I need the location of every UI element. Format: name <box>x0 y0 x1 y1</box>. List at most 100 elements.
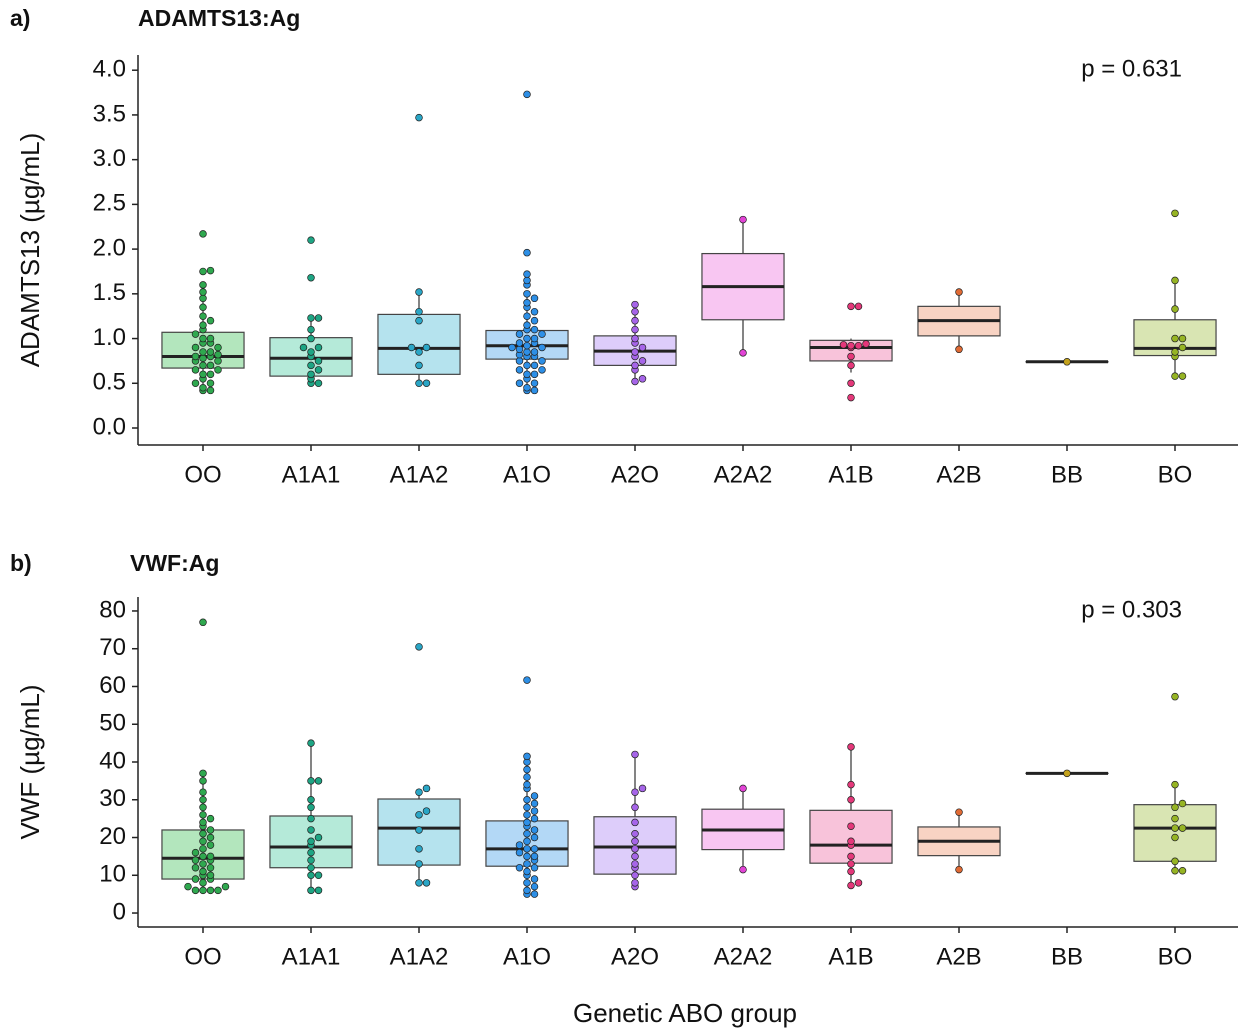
data-point <box>307 777 315 785</box>
data-point <box>515 339 524 347</box>
data-point <box>199 829 207 838</box>
data-point <box>314 871 323 880</box>
x-axis-label: Genetic ABO group <box>573 998 797 1028</box>
data-point <box>307 863 315 872</box>
data-point <box>739 215 747 224</box>
data-point <box>206 361 215 370</box>
data-point <box>1171 334 1179 343</box>
data-point <box>214 366 222 374</box>
data-point <box>307 803 315 812</box>
y-tick-label: 40 <box>99 747 126 774</box>
x-tick-label: OO <box>184 943 221 970</box>
data-point <box>631 860 639 868</box>
data-point <box>523 299 531 307</box>
data-point <box>307 325 315 334</box>
y-tick-label: 80 <box>99 596 126 623</box>
y-tick-label: 60 <box>99 672 126 699</box>
data-point <box>530 875 539 883</box>
data-point <box>422 343 431 352</box>
data-point <box>307 826 315 834</box>
data-point <box>508 343 516 352</box>
data-point <box>214 343 222 352</box>
x-tick-label: A2O <box>611 943 659 970</box>
data-point <box>515 863 524 872</box>
data-point <box>199 818 207 827</box>
data-point <box>739 784 747 793</box>
data-point <box>523 290 531 298</box>
data-point <box>530 325 539 334</box>
data-point <box>199 354 207 362</box>
data-point <box>631 852 639 861</box>
data-point <box>199 230 207 238</box>
data-point <box>523 361 531 370</box>
y-tick-label: 50 <box>99 710 126 737</box>
data-point <box>847 361 855 370</box>
x-tick-label: BB <box>1051 943 1083 970</box>
data-point <box>523 90 531 99</box>
data-point <box>530 814 539 823</box>
data-point <box>314 357 323 365</box>
data-point <box>530 334 539 343</box>
data-point <box>191 379 200 388</box>
data-point <box>847 837 855 846</box>
data-point <box>523 867 531 876</box>
data-point <box>407 343 416 352</box>
data-point <box>206 334 215 343</box>
data-point <box>415 288 423 296</box>
data-point <box>307 814 315 823</box>
data-point <box>199 281 207 289</box>
data-point <box>191 366 200 374</box>
data-point <box>307 856 315 864</box>
data-point <box>184 882 192 891</box>
data-point <box>847 379 855 388</box>
data-point <box>307 837 315 846</box>
x-tick-label: BB <box>1051 461 1083 488</box>
data-point <box>1171 803 1179 812</box>
data-point <box>415 643 423 651</box>
data-point <box>523 752 531 761</box>
data-point <box>415 361 423 370</box>
data-point <box>1178 866 1187 875</box>
data-point <box>530 294 539 303</box>
data-point <box>631 348 639 356</box>
data-point <box>1178 372 1187 380</box>
data-point <box>199 803 207 812</box>
data-point <box>631 837 639 846</box>
chart-title: VWF:Ag <box>130 550 219 576</box>
x-tick-label: A1B <box>828 943 873 970</box>
data-point <box>631 871 639 880</box>
data-point <box>206 370 215 379</box>
data-point <box>862 340 870 348</box>
data-point <box>415 860 423 868</box>
data-point <box>847 796 855 804</box>
data-point <box>538 357 546 365</box>
data-point <box>199 334 207 343</box>
data-point <box>206 826 215 834</box>
data-point <box>191 875 200 883</box>
data-point <box>523 829 531 838</box>
data-point <box>955 865 963 874</box>
data-point <box>847 352 855 361</box>
data-point <box>206 266 215 275</box>
data-point <box>515 366 524 374</box>
y-tick-label: 1.0 <box>93 324 126 351</box>
data-point <box>631 307 639 316</box>
data-point <box>206 814 215 823</box>
data-point <box>422 784 431 793</box>
data-point <box>307 886 315 895</box>
data-point <box>631 788 639 796</box>
data-point <box>955 288 963 296</box>
y-axis-label: ADAMTS13 (µg/mL) <box>15 133 45 368</box>
data-point <box>523 676 531 684</box>
annotation: p = 0.631 <box>1081 56 1182 83</box>
x-tick-label: BO <box>1158 461 1193 488</box>
data-point <box>523 860 531 868</box>
data-point <box>199 361 207 370</box>
data-point <box>199 267 207 276</box>
data-point <box>221 882 230 891</box>
data-point <box>515 330 524 338</box>
data-point <box>191 848 200 857</box>
data-point <box>307 314 315 322</box>
data-point <box>307 273 315 282</box>
data-point <box>631 334 639 343</box>
